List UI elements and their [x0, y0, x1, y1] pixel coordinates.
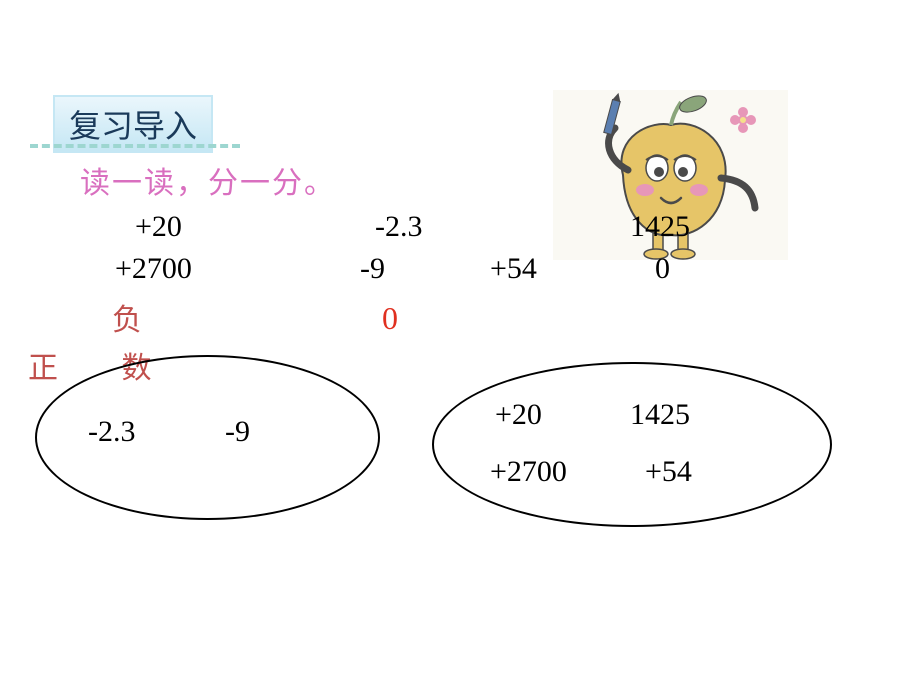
set-item: 1425: [630, 398, 690, 432]
set-item: +2700: [490, 455, 567, 489]
title-underline: [30, 144, 240, 148]
set-item: +20: [495, 398, 542, 432]
positive-set-ellipse: [432, 362, 832, 527]
negative-set-ellipse: [35, 355, 380, 520]
number-item: +54: [490, 252, 537, 286]
number-item: +2700: [115, 252, 192, 286]
zero-label: 0: [382, 300, 398, 337]
number-item: 1425: [630, 210, 690, 244]
negative-label: 负: [112, 295, 142, 339]
number-item: +20: [135, 210, 182, 244]
set-item: -2.3: [88, 415, 136, 449]
number-item: 0: [655, 252, 670, 286]
number-item: -2.3: [375, 210, 423, 244]
instruction-text: 读一读，分一分。: [80, 158, 336, 202]
set-item: -9: [225, 415, 250, 449]
section-title-text: 复习导入: [69, 108, 197, 144]
number-item: -9: [360, 252, 385, 286]
set-item: +54: [645, 455, 692, 489]
